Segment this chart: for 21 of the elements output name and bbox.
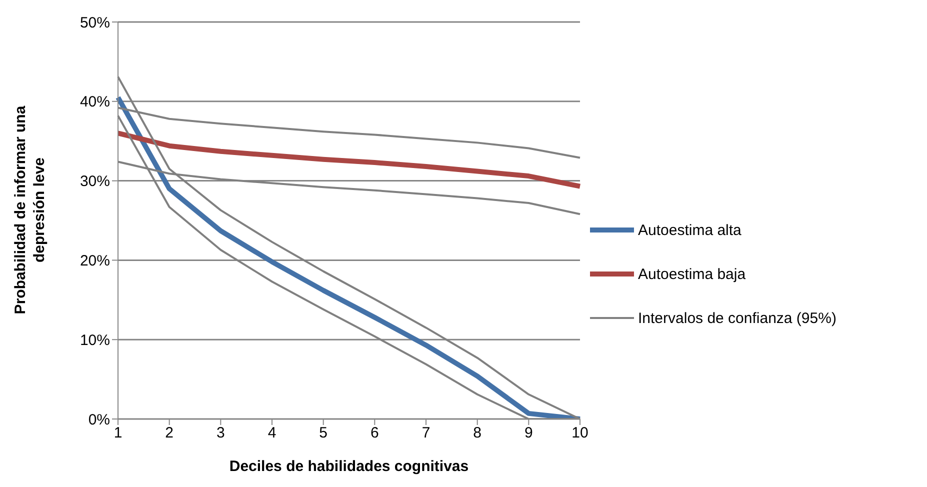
legend-label: Autoestima alta <box>638 222 742 238</box>
y-tick-label: 20% <box>80 252 110 270</box>
legend-label: Intervalos de confianza (95%) <box>638 310 836 326</box>
y-tick-label: 40% <box>80 94 110 111</box>
x-tick-label: 5 <box>319 424 328 442</box>
x-tick-label: 8 <box>473 424 482 442</box>
x-tick-label: 7 <box>422 424 430 442</box>
legend-label: Autoestima baja <box>638 266 746 282</box>
y-axis-title: Probabilidad de informar una depresión leve <box>11 104 49 316</box>
y-tick-label: 0% <box>88 411 110 428</box>
y-tick-label: 30% <box>80 173 110 190</box>
x-tick-label: 9 <box>524 424 533 442</box>
y-tick-label: 50% <box>80 14 110 32</box>
x-tick-label: 6 <box>370 424 379 442</box>
x-tick-label: 2 <box>165 424 174 442</box>
x-axis-title: Deciles de habilidades cognitivas <box>229 458 469 475</box>
y-tick-label: 10% <box>80 332 110 349</box>
x-tick-label: 10 <box>572 424 588 442</box>
x-tick-label: 3 <box>216 424 225 442</box>
x-tick-label: 1 <box>114 424 122 442</box>
x-tick-label: 4 <box>268 424 276 442</box>
